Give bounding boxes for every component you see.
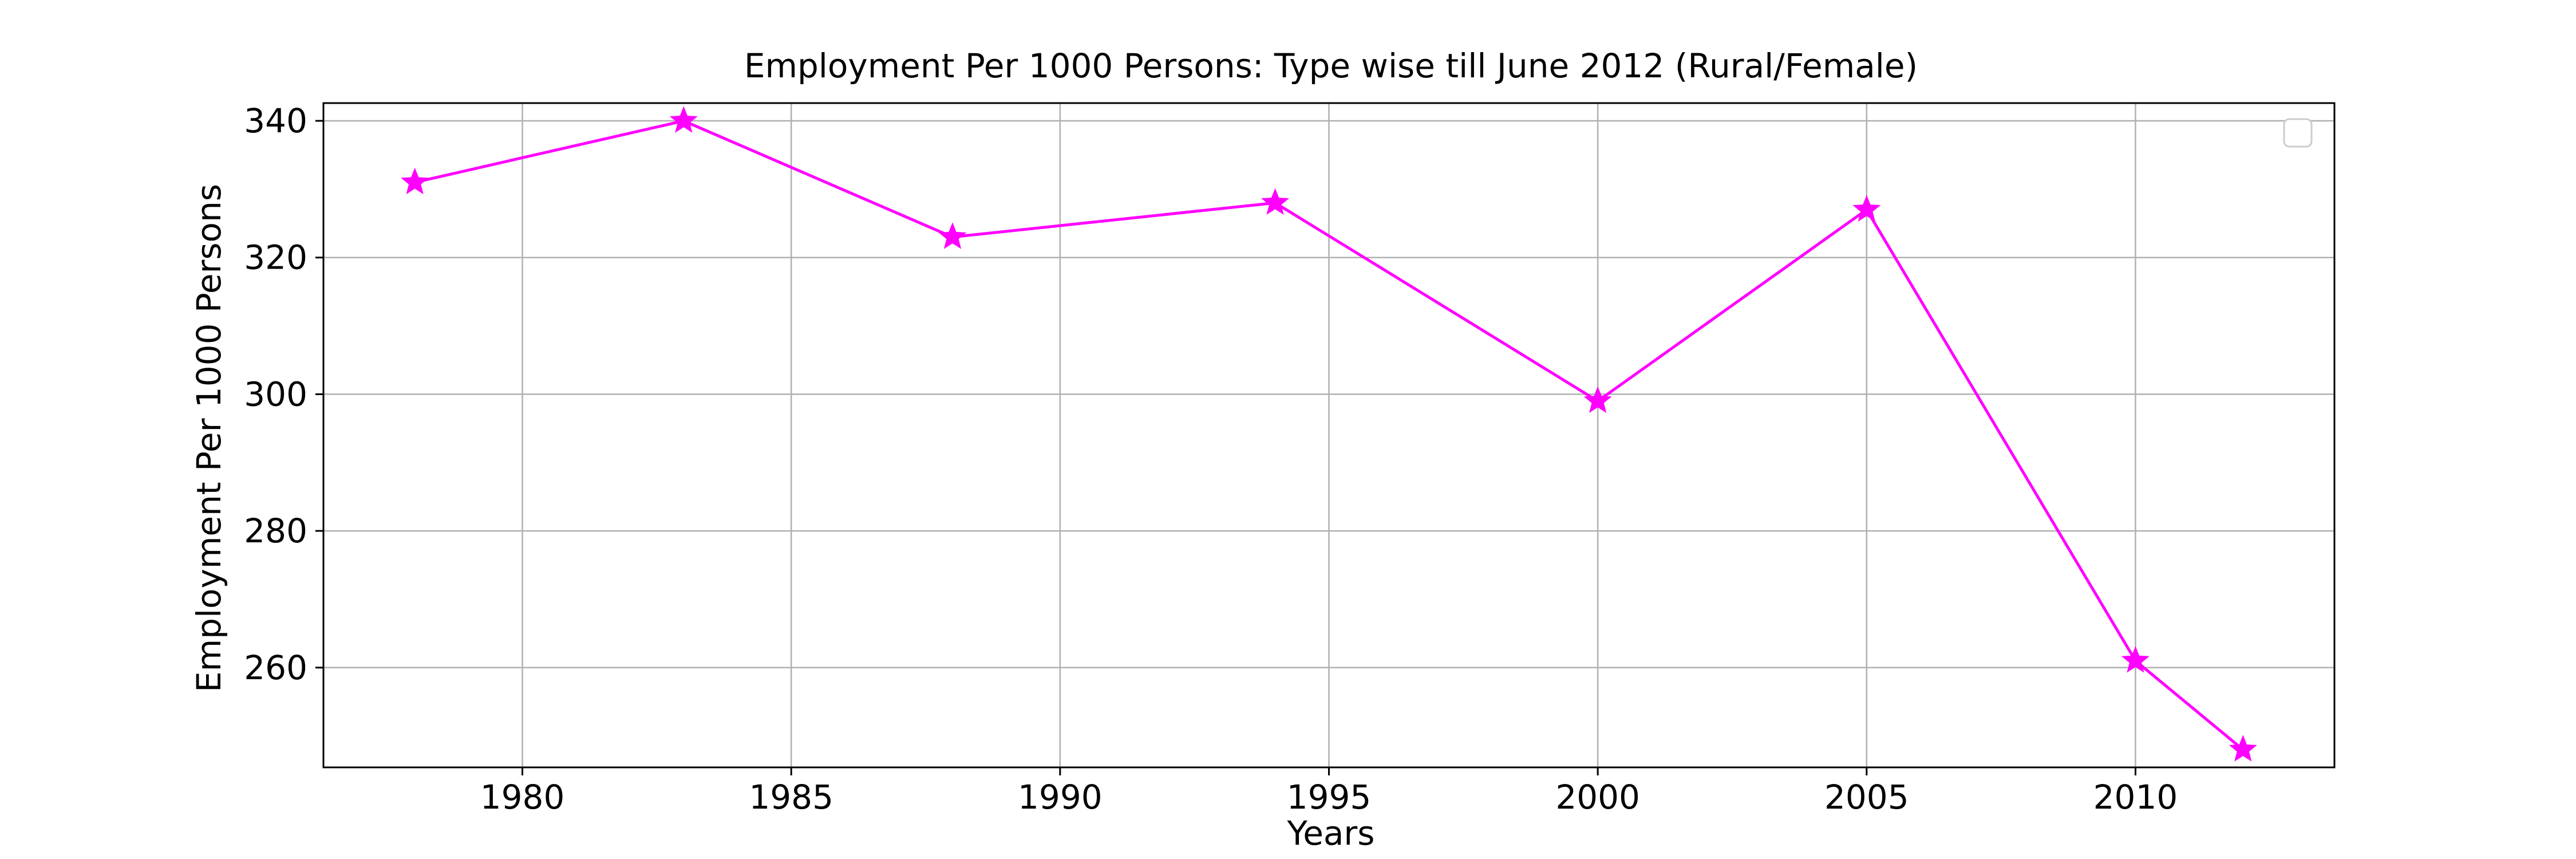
- x-tick-label: 1990: [1018, 778, 1103, 817]
- data-point-star: [669, 106, 698, 133]
- y-axis-label: Employment Per 1000 Persons: [189, 184, 228, 692]
- y-tick-label: 320: [244, 238, 307, 277]
- data-point-star: [1852, 195, 1881, 222]
- data-point-star: [2229, 735, 2257, 762]
- x-tick-label: 1980: [480, 778, 565, 817]
- x-tick-label: 1995: [1287, 778, 1372, 817]
- y-tick-label: 260: [244, 648, 307, 687]
- x-tick-label: 1985: [749, 778, 833, 817]
- legend: [2283, 118, 2313, 148]
- data-point-star: [938, 222, 967, 249]
- y-tick-label: 280: [244, 511, 307, 550]
- data-point-star: [1583, 386, 1612, 413]
- data-point-star: [401, 167, 429, 195]
- y-tick-label: 340: [244, 101, 307, 140]
- y-tick-label: 300: [244, 375, 307, 413]
- x-tick-label: 2010: [2093, 778, 2178, 817]
- chart-title: Employment Per 1000 Persons: Type wise t…: [744, 46, 1918, 85]
- series-layer: [401, 106, 2257, 762]
- x-axis-label: Years: [1286, 814, 1374, 853]
- x-tick-label: 2000: [1555, 778, 1640, 817]
- axis-ticks: 1980 1985 1990 1995 2000 2005 2010 260 280 300 320…: [244, 101, 2178, 817]
- data-point-star: [2121, 646, 2150, 673]
- series-line: [414, 119, 2244, 751]
- data-point-star: [1261, 188, 1290, 215]
- x-tick-label: 2005: [1824, 778, 1909, 817]
